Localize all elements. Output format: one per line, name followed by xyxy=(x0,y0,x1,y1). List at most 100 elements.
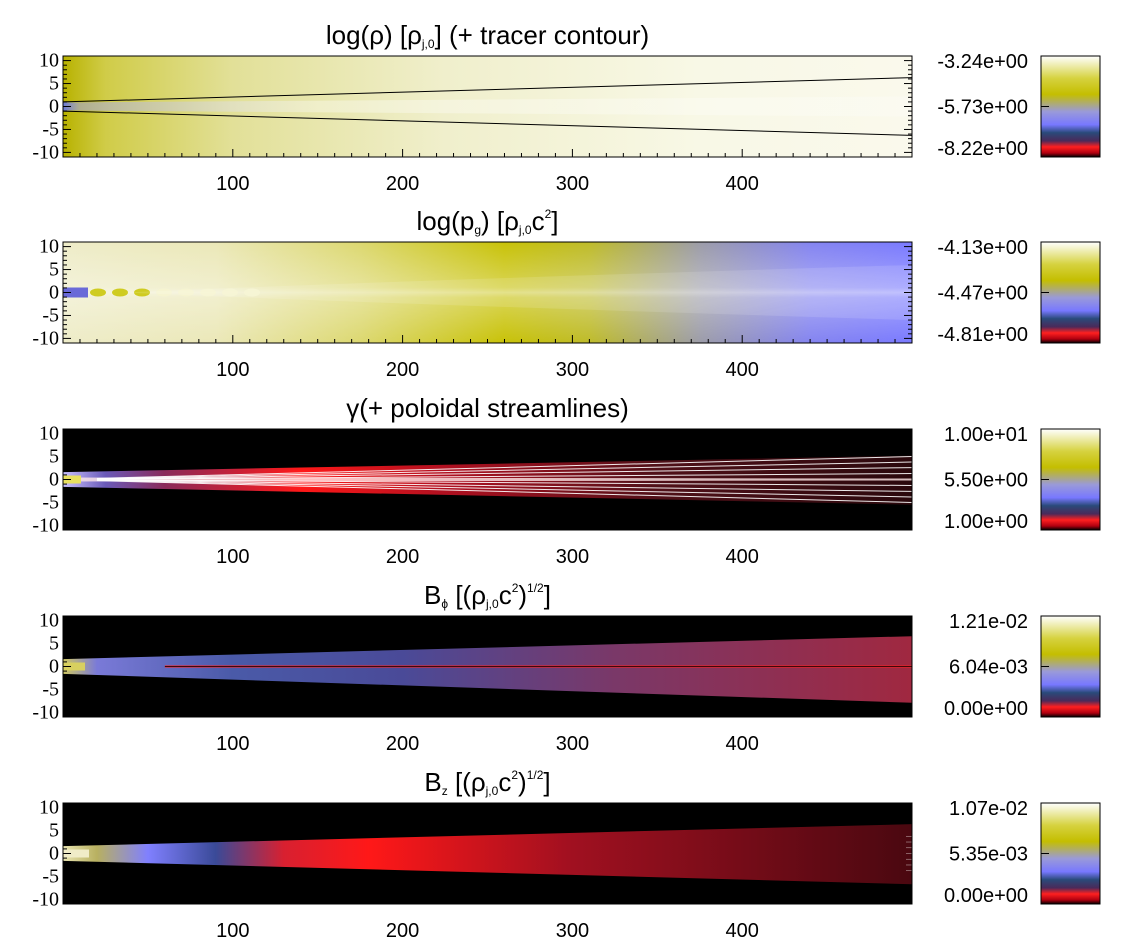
colorbar-tick-label: -5.73e+00 xyxy=(937,97,1028,119)
colorbar xyxy=(1040,55,1101,158)
pressure-knot xyxy=(112,288,128,297)
x-tick-label: 200 xyxy=(386,359,419,381)
cocoon xyxy=(123,264,912,321)
title-mid: [(ρ xyxy=(448,767,486,797)
colorbar-tick-label: -8.22e+00 xyxy=(937,138,1028,160)
title-mid3: ) xyxy=(518,767,527,797)
heatmap-field xyxy=(63,242,912,343)
y-tick-label: 10 xyxy=(39,423,59,445)
pressure-knot xyxy=(156,288,172,297)
title-tail: ] xyxy=(543,767,550,797)
y-tick-label: -5 xyxy=(42,118,59,140)
title-main: log(ρ) [ρ xyxy=(326,20,422,50)
title-sub1: ϕ xyxy=(441,597,448,611)
poloidal-streamline xyxy=(96,467,912,480)
title-sup: 2 xyxy=(545,207,552,221)
pressure-knot xyxy=(222,288,238,297)
inlet-blue xyxy=(63,287,88,298)
x-tick-label: 300 xyxy=(556,733,589,755)
colorbar-tick-label: 5.35e-03 xyxy=(949,844,1028,866)
heatmap-field xyxy=(63,616,912,717)
colorbar-tick-label: 1.00e+00 xyxy=(944,511,1028,533)
panel-title: log(pg) [ρj,0c2] xyxy=(416,206,558,237)
y-tick-label: 0 xyxy=(49,843,59,865)
y-tick-label: -10 xyxy=(32,701,59,723)
panel-title: log(ρ) [ρj,0] (+ tracer contour) xyxy=(326,20,649,51)
title-tail: ] xyxy=(544,580,551,610)
x-tick-label: 300 xyxy=(556,920,589,942)
colorbar xyxy=(1040,802,1101,905)
poloidal-streamline xyxy=(96,479,912,492)
y-tick-label: 10 xyxy=(39,610,59,632)
panel-title: Bz [(ρj,0c2)1/2] xyxy=(424,767,550,798)
colorbar xyxy=(1040,615,1101,718)
x-tick-label: 100 xyxy=(216,920,249,942)
panel-1: log(ρ) [ρj,0] (+ tracer contour) 1050-5-1… xyxy=(32,20,1101,195)
title-sup1: 2 xyxy=(511,768,518,782)
tracer-contour-upper xyxy=(63,77,912,103)
title-mid: [(ρ xyxy=(448,580,486,610)
title-sub1: g xyxy=(474,223,481,237)
y-tick-label: 5 xyxy=(49,259,59,281)
title-main: γ(+ poloidal streamlines) xyxy=(346,393,629,423)
x-tick-label: 200 xyxy=(386,546,419,568)
x-tick-label: 300 xyxy=(556,359,589,381)
x-tick-label: 400 xyxy=(726,733,759,755)
title-tail: ] xyxy=(551,206,558,236)
y-tick-label: -10 xyxy=(32,327,59,349)
heatmap-field xyxy=(63,803,912,904)
inlet xyxy=(63,849,89,858)
pressure-knot xyxy=(200,288,216,297)
pressure-knot xyxy=(90,288,106,297)
pressure-knot xyxy=(244,288,260,297)
colorbar-tick-label: 1.21e-02 xyxy=(949,611,1028,633)
title-tail: ] (+ tracer contour) xyxy=(435,20,650,50)
jet-cone xyxy=(63,636,912,703)
title-mid: ) [ρ xyxy=(481,206,519,236)
pressure-knot xyxy=(178,288,194,297)
pressure-knot xyxy=(134,288,150,297)
jet-spine xyxy=(63,477,912,482)
x-tick-label: 400 xyxy=(726,920,759,942)
colorbar-tick-label: 0.00e+00 xyxy=(944,698,1028,720)
inlet xyxy=(63,475,81,484)
y-tick-label: -5 xyxy=(42,491,59,513)
panel-title: γ(+ poloidal streamlines) xyxy=(346,393,629,423)
x-tick-label: 400 xyxy=(726,173,759,195)
x-tick-label: 100 xyxy=(216,173,249,195)
y-tick-label: -5 xyxy=(42,678,59,700)
heatmap-field xyxy=(63,56,912,157)
heatmap-field xyxy=(63,429,912,530)
y-tick-label: 10 xyxy=(39,797,59,819)
title-sup1: 2 xyxy=(512,581,519,595)
poloidal-streamline xyxy=(96,456,912,479)
colorbar-tick-label: 5.50e+00 xyxy=(944,470,1028,492)
title-sub2: j,0 xyxy=(518,223,532,237)
y-tick-label: 0 xyxy=(49,656,59,678)
colorbar-tick-label: -3.24e+00 xyxy=(937,51,1028,73)
jet-cone xyxy=(63,824,912,885)
x-tick-label: 100 xyxy=(216,733,249,755)
x-tick-label: 100 xyxy=(216,359,249,381)
title-sub: j,0 xyxy=(421,37,435,51)
x-tick-label: 300 xyxy=(556,173,589,195)
colorbar-tick-label: -4.13e+00 xyxy=(937,237,1028,259)
title-sub2: j,0 xyxy=(485,784,499,798)
x-tick-label: 200 xyxy=(386,173,419,195)
inlet xyxy=(63,662,85,671)
title-main: log(p xyxy=(416,206,474,236)
x-tick-label: 400 xyxy=(726,546,759,568)
x-tick-label: 100 xyxy=(216,546,249,568)
y-tick-label: 0 xyxy=(49,96,59,118)
y-tick-label: 5 xyxy=(49,820,59,842)
poloidal-streamline xyxy=(96,461,912,480)
title-sup2: 1/2 xyxy=(527,581,544,595)
poloidal-streamline xyxy=(96,473,912,480)
y-tick-label: 5 xyxy=(49,446,59,468)
x-tick-label: 400 xyxy=(726,359,759,381)
y-tick-label: -10 xyxy=(32,514,59,536)
